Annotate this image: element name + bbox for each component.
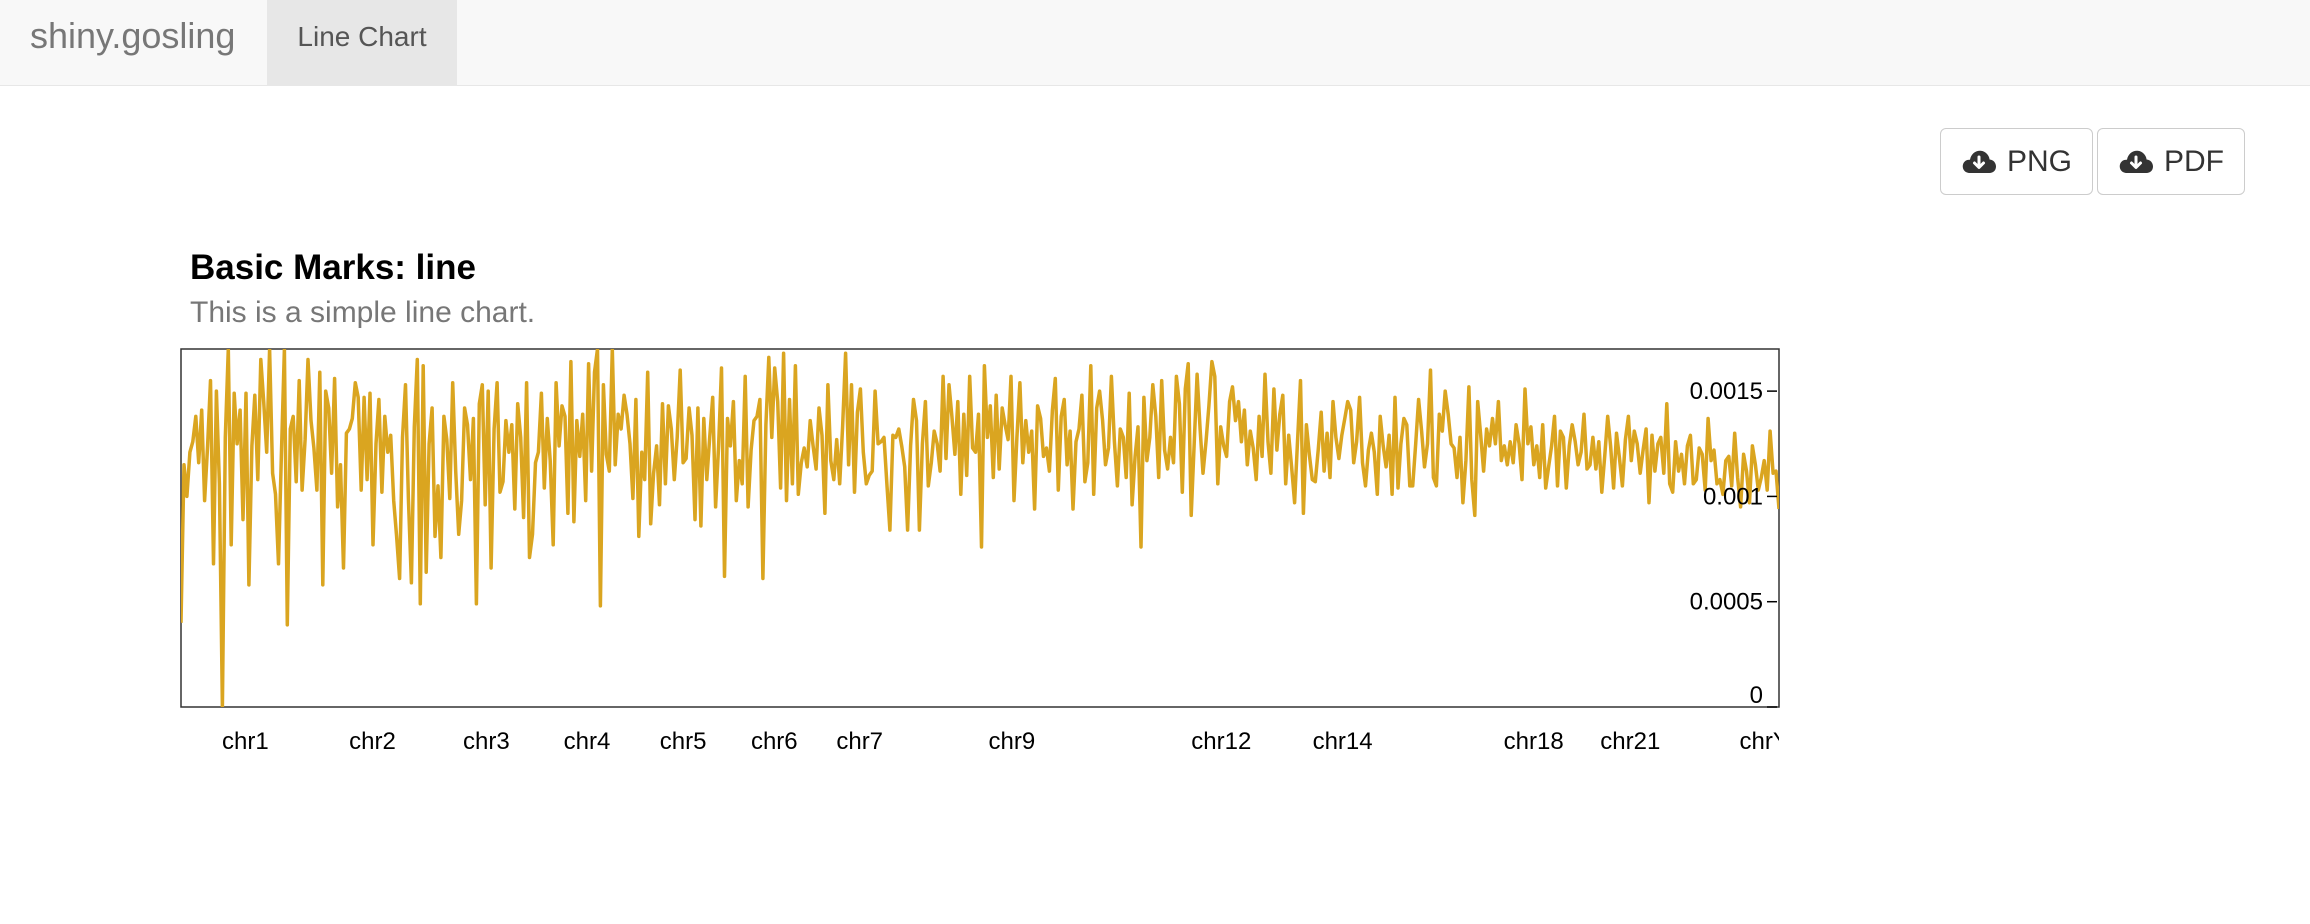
- y-tick-label-1: 0.0005: [1690, 589, 1763, 616]
- download-pdf-label: PDF: [2164, 144, 2224, 178]
- x-tick-label-chr21: chr21: [1600, 728, 1660, 755]
- download-png-button[interactable]: PNG: [1940, 128, 2093, 195]
- x-tick-label-chr14: chr14: [1313, 728, 1373, 755]
- chart-title: Basic Marks: line: [190, 248, 476, 287]
- x-tick-label-chr7: chr7: [836, 728, 883, 755]
- navbar: shiny.gosling Line Chart: [0, 0, 2310, 86]
- cloud-download-icon: [1962, 150, 1996, 173]
- x-tick-label-chr6: chr6: [751, 728, 798, 755]
- x-tick-label-chr2: chr2: [349, 728, 396, 755]
- cloud-download-icon: [2119, 150, 2153, 173]
- chart-subtitle: This is a simple line chart.: [190, 296, 536, 329]
- x-tick-label-chr18: chr18: [1504, 728, 1564, 755]
- y-tick-label-3: 0.0015: [1690, 378, 1763, 405]
- y-tick-label-2: 0.001: [1703, 483, 1763, 510]
- download-pdf-button[interactable]: PDF: [2097, 128, 2245, 195]
- tab-line-chart[interactable]: Line Chart: [267, 0, 457, 86]
- brand-title[interactable]: shiny.gosling: [30, 15, 236, 56]
- x-tick-label-chr3: chr3: [463, 728, 510, 755]
- x-tick-label-chr4: chr4: [564, 728, 611, 755]
- series-line-0: [181, 349, 1779, 707]
- download-png-label: PNG: [2006, 144, 2072, 178]
- y-tick-label-0: 0: [1750, 682, 1763, 709]
- x-tick-label-chr1: chr1: [222, 728, 269, 755]
- x-tick-label-chr9: chr9: [989, 728, 1036, 755]
- x-tick-label-chr12: chr12: [1191, 728, 1251, 755]
- x-tick-label-chr5: chr5: [660, 728, 707, 755]
- x-tick-label-chrY: chrY: [1740, 728, 1789, 755]
